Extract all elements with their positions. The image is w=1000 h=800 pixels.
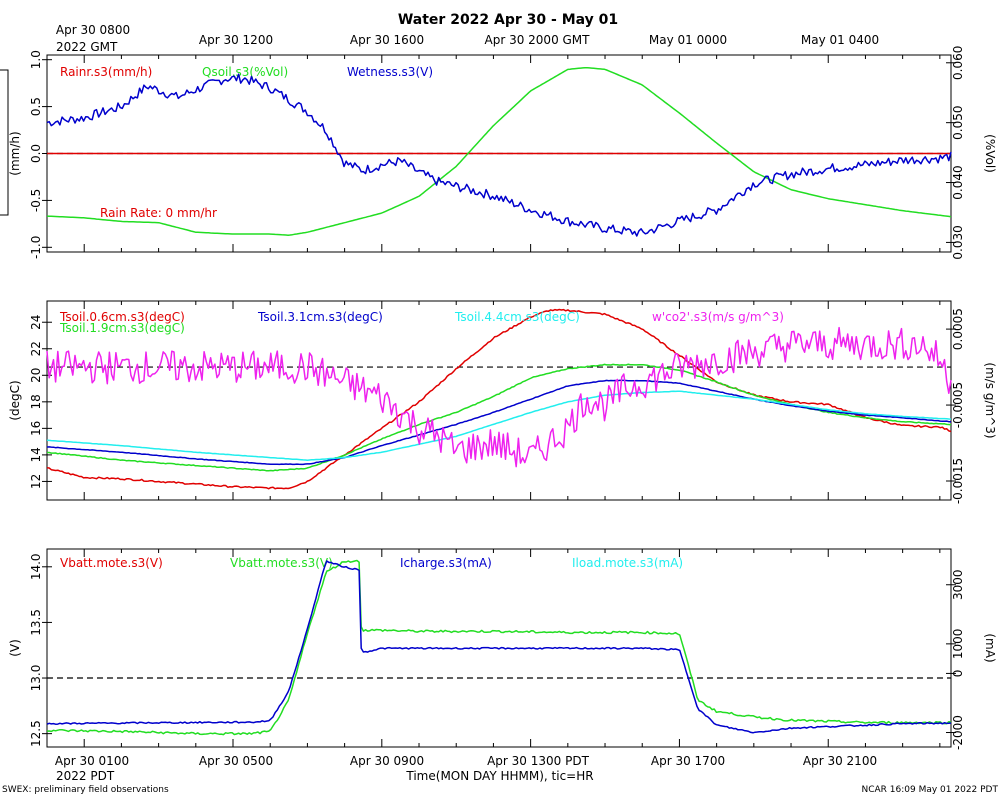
right-y-tick-label: 3000	[951, 569, 965, 600]
left-y-tick-label: 22	[29, 341, 43, 356]
left-y-tick-label: 20	[29, 368, 43, 383]
series-line	[46, 73, 952, 237]
right-axis-label: (m/s g/m^3)	[983, 362, 997, 438]
top-axis-tick-label: Apr 30 0800	[56, 23, 130, 37]
left-y-tick-label: 0.5	[29, 97, 43, 116]
right-y-tick-label: 0.0005	[951, 308, 965, 350]
bottom-axis-tick-label: Apr 30 0100	[55, 754, 129, 768]
legend-entry: Wetness.s3(V)	[347, 65, 433, 79]
top-axis-tick-label: Apr 30 2000 GMT	[485, 33, 591, 47]
top-axis-sublabel: 2022 GMT	[56, 40, 118, 54]
right-y-tick-label: -0.0005	[951, 382, 965, 428]
left-y-tick-label: 14	[29, 447, 43, 462]
legend-entry: Qsoil.s3(%Vol)	[202, 65, 288, 79]
left-axis-label: (mm/h)	[8, 131, 22, 175]
right-y-tick-label: 0.030	[951, 225, 965, 259]
right-y-tick-label: 0	[951, 670, 965, 678]
right-y-tick-label: 1000	[951, 629, 965, 660]
bottom-axis-sublabel: 2022 PDT	[56, 769, 115, 783]
left-y-tick-label: 13.5	[29, 609, 43, 636]
right-y-tick-label: -2000	[951, 715, 965, 750]
footer-timestamp: NCAR 16:09 May 01 2022 PDT	[862, 785, 999, 795]
left-y-tick-label: 14.0	[29, 553, 43, 580]
legend-entry: w'co2'.s3(m/s g/m^3)	[652, 310, 784, 324]
left-y-tick-label: 18	[29, 394, 43, 409]
left-y-tick-label: 0.0	[29, 144, 43, 163]
legend-entry: Iload.mote.s3(mA)	[572, 556, 683, 570]
series-line	[47, 363, 952, 472]
top-axis-tick-label: May 01 0000	[649, 33, 727, 47]
bottom-axis-tick-label: Apr 30 1700	[651, 754, 725, 768]
x-axis-title: Time(MON DAY HHMM), tic=HR	[405, 769, 593, 783]
left-y-tick-label: -0.5	[29, 189, 43, 212]
top-axis-tick-label: Apr 30 1200	[199, 33, 273, 47]
legend-entry: Tsoil.1.9cm.s3(degC)	[59, 321, 185, 335]
top-time-axis: Apr 30 0800 Apr 30 1200 Apr 30 1600 Apr 30 …	[56, 23, 879, 47]
bottom-axis-tick-label: Apr 30 2100	[803, 754, 877, 768]
right-axis-label: (%Vol)	[983, 134, 997, 173]
right-y-tick-label: 0.050	[951, 105, 965, 139]
left-edge-fragment	[0, 69, 9, 216]
right-y-tick-label: -0.0015	[951, 458, 965, 504]
left-y-tick-label: 24	[29, 315, 43, 330]
legend-entry: Icharge.s3(mA)	[400, 556, 492, 570]
top-axis-tick-label: May 01 0400	[801, 33, 879, 47]
left-axis-label: (V)	[8, 639, 22, 657]
series-line	[46, 390, 952, 461]
series-line	[46, 559, 952, 736]
left-y-tick-label: -1.0	[29, 236, 43, 259]
chart-title: Water 2022 Apr 30 - May 01	[398, 12, 618, 28]
footer-left-note: SWEX: preliminary field observations	[2, 785, 169, 795]
left-y-tick-label: 1.0	[29, 50, 43, 69]
bottom-axis-tick-label: Apr 30 0900	[350, 754, 424, 768]
legend-entry: Tsoil.3.1cm.s3(degC)	[257, 310, 383, 324]
left-y-tick-label: 13.0	[29, 665, 43, 692]
legend-entry: Rainr.s3(mm/h)	[60, 65, 152, 79]
series-line	[46, 560, 952, 734]
bottom-time-axis: Apr 30 0100 Apr 30 0500 Apr 30 0900 Apr 30 …	[55, 754, 877, 768]
bottom-axis-tick-label: Apr 30 1300 PDT	[487, 754, 589, 768]
right-y-tick-label: 0.040	[951, 165, 965, 199]
panel-frame	[46, 300, 952, 501]
chart-panels: 1.0 0.5 0.0 -0.5 -1.0 0.060 0.050 0.040 0.030 (mm…	[8, 46, 997, 750]
panel-2: 24 22 20 18 16 14 12 0.0005 -0.0005 -0.0015 (degC)…	[8, 300, 997, 504]
left-y-tick-label: 16	[29, 421, 43, 436]
legend-entry: Vbatt.mote.s3(V)	[230, 556, 333, 570]
series-line	[46, 66, 952, 236]
rain-rate-annotation: Rain Rate: 0 mm/hr	[100, 206, 217, 220]
legend-entry: Vbatt.mote.s3(V)	[60, 556, 163, 570]
panel-frame	[46, 548, 952, 748]
top-axis-tick-label: Apr 30 1600	[350, 33, 424, 47]
panel-1: 1.0 0.5 0.0 -0.5 -1.0 0.060 0.050 0.040 0.030 (mm…	[8, 46, 997, 260]
left-axis-label: (degC)	[8, 380, 22, 420]
right-axis-label: (mA)	[983, 633, 997, 662]
left-y-tick-label: 12	[29, 474, 43, 489]
legend-entry: Tsoil.0.6cm.s3(degC)	[59, 310, 185, 324]
left-y-tick-label: 12.5	[29, 720, 43, 747]
series-line	[46, 326, 952, 468]
series-line	[46, 379, 952, 466]
right-y-tick-label: 0.060	[951, 46, 965, 80]
series-line	[46, 308, 952, 490]
bottom-axis-tick-label: Apr 30 0500	[199, 754, 273, 768]
panel-3: 14.0 13.5 13.0 12.5 3000 1000 0 -2000 (V) (mA) Vba…	[8, 548, 997, 750]
legend-entry: Tsoil.4.4cm.s3(degC)	[454, 310, 580, 324]
